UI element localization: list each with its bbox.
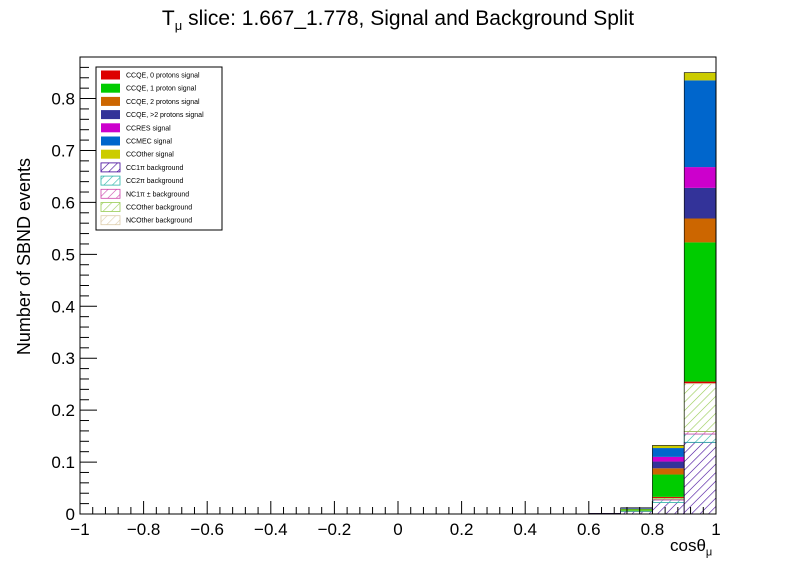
x-axis-label-subscript: μ xyxy=(705,546,713,559)
y-tick-label: 0.7 xyxy=(51,141,75,160)
legend-entry-label: CCOther signal xyxy=(126,152,174,159)
legend-entry-label: CCRES signal xyxy=(126,125,171,132)
legend-swatch xyxy=(101,136,120,146)
bar-segment xyxy=(652,456,685,462)
bar-segment xyxy=(652,461,685,469)
bar-segment xyxy=(652,448,685,457)
legend-swatch xyxy=(100,188,121,199)
legend-swatch xyxy=(100,175,121,186)
bar-segment xyxy=(620,508,653,510)
bar-segment xyxy=(683,433,717,443)
x-tick-label: −0.2 xyxy=(318,520,352,539)
legend-swatch xyxy=(101,149,120,159)
x-tick-label: −1 xyxy=(70,520,89,539)
legend-entry-label: NC1π ± background xyxy=(126,191,189,198)
legend-entry-label: CCQE, >2 protons signal xyxy=(126,112,204,119)
title-rest: slice: 1.667_1.778, Signal and Backgroun… xyxy=(182,7,635,30)
legend-swatch xyxy=(101,83,120,93)
legend-entry-label: CCQE, 0 protons signal xyxy=(126,73,200,80)
histogram-bars xyxy=(588,72,717,515)
legend-entry-label: CCOther background xyxy=(126,205,192,212)
bar-segment xyxy=(684,381,716,384)
y-tick-label: 0.6 xyxy=(51,193,75,212)
legend-entry-label: NCOther background xyxy=(126,218,192,225)
legend-entry-label: CCQE, 2 protons signal xyxy=(126,99,200,106)
axis-ticks: −1 −0.8 −0.6 −0.4 −0.2 0 0.2 0.4 0.6 0.8 1 0 0.1 0.2 0… xyxy=(51,56,721,539)
legend-entry-label: CCMEC signal xyxy=(126,139,172,146)
bar-segment xyxy=(683,441,717,515)
bar-segment xyxy=(683,383,717,432)
bar-segment xyxy=(620,509,653,511)
y-tick-label: 0.8 xyxy=(51,90,75,109)
bar-segment xyxy=(652,497,685,500)
y-tick-label: 0.5 xyxy=(51,245,75,264)
legend-swatch xyxy=(100,202,121,212)
legend-entry-label: CCQE, 1 proton signal xyxy=(126,86,196,93)
y-axis-label: Number of SBND events xyxy=(14,158,34,356)
x-tick-label: −0.4 xyxy=(254,520,288,539)
y-tick-label: 0 xyxy=(66,505,75,524)
x-axis-label: cosθμ xyxy=(670,536,712,558)
legend-swatch xyxy=(100,162,121,173)
x-tick-label: 0.2 xyxy=(450,520,474,539)
bar-segment xyxy=(684,80,716,168)
bar-segment xyxy=(684,242,716,382)
bar-segment xyxy=(684,167,716,188)
bar-segment xyxy=(684,218,716,243)
bar-segment xyxy=(652,445,685,449)
legend-entry-label: CC2π background xyxy=(126,178,183,185)
legend-swatch xyxy=(101,123,120,133)
x-tick-label: −0.6 xyxy=(190,520,224,539)
legend-entry-label: CC1π background xyxy=(126,165,183,172)
x-tick-label: 0.8 xyxy=(641,520,665,539)
bar-segment xyxy=(652,474,685,497)
legend: CCQE, 0 protons signal CCQE, 1 proton sig… xyxy=(95,66,223,231)
y-tick-label: 0.3 xyxy=(51,349,75,368)
x-tick-label: 0 xyxy=(393,520,402,539)
bar-segment xyxy=(652,468,685,475)
bar-segment xyxy=(684,72,716,81)
bar-segment xyxy=(652,496,685,498)
x-tick-label: 1 xyxy=(711,520,720,539)
chart-title: Tμ slice: 1.667_1.778, Signal and Backgr… xyxy=(0,7,796,33)
x-tick-label: −0.8 xyxy=(127,520,161,539)
y-tick-label: 0.2 xyxy=(51,401,75,420)
bar-segment xyxy=(683,382,717,385)
x-tick-label: 0.4 xyxy=(513,520,537,539)
bar-segment xyxy=(652,502,685,515)
legend-swatch xyxy=(101,70,120,80)
legend-swatch xyxy=(101,96,120,106)
legend-swatch xyxy=(101,110,120,120)
bar-segment xyxy=(684,187,716,219)
bar-segment xyxy=(620,509,653,512)
x-tick-label: 0.6 xyxy=(577,520,601,539)
bar-segment xyxy=(620,508,653,509)
x-axis-label-main: cosθ xyxy=(670,536,706,555)
y-tick-label: 0.4 xyxy=(51,297,75,316)
y-tick-label: 0.1 xyxy=(51,453,75,472)
title-subscript: μ xyxy=(174,18,183,34)
title-main: T xyxy=(161,7,175,30)
legend-swatch xyxy=(100,215,121,226)
